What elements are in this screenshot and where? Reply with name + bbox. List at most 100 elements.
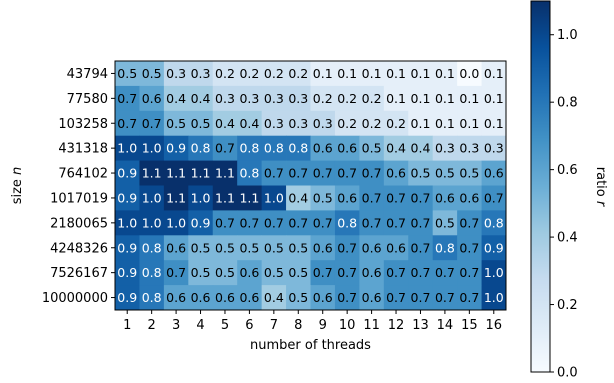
cell-value-label: 0.4 [215,116,235,131]
cell-value-label: 0.8 [288,141,308,156]
cell-value-label: 0.4 [239,116,259,131]
cell-value-label: 0.5 [435,215,455,230]
cell-value-label: 1.1 [191,166,211,181]
cell-value-label: 0.7 [459,265,479,280]
heatmap-cell [163,260,189,286]
cell-value-label: 0.7 [411,190,431,205]
heatmap-cell [359,85,385,112]
heatmap-cell [286,210,311,236]
heatmap-cell [359,210,385,236]
cell-value-label: 0.7 [411,290,431,305]
cell-value-label: 0.7 [239,215,259,230]
cell-value-label: 1.0 [484,290,504,305]
cell-value-label: 0.7 [459,290,479,305]
heatmap-cell [237,135,263,161]
cell-value-label: 0.6 [386,166,406,181]
heatmap-cell [212,185,238,211]
heatmap-cell [286,61,311,87]
heatmap-cell [310,135,336,161]
cell-value-label: 0.1 [386,66,406,81]
heatmap-cell [432,285,458,311]
y-tick-label: 10000000 [42,291,108,306]
heatmap-cell [383,135,409,161]
heatmap-cell [261,135,287,161]
heatmap-cell [457,260,482,286]
heatmap-cell [310,110,336,137]
heatmap-cell [139,110,165,137]
colorbar-ticks: 0.0 0.2 0.4 0.6 0.8 1.0 [550,28,578,381]
heatmap-cell [334,85,360,112]
cell-value-label: 0.7 [411,215,431,230]
heatmap-cell [188,85,214,112]
x-tick-label: 5 [221,318,229,333]
colorbar-tick-label: 0.8 [557,96,578,111]
cell-value-label: 0.2 [362,91,382,106]
heatmap-cell [481,85,507,112]
heatmap-cell [163,110,189,137]
heatmap-cell [432,185,458,211]
cell-value-label: 0.3 [288,91,308,106]
x-tick-label: 14 [437,318,454,333]
cell-value-label: 0.5 [264,240,284,255]
colorbar-tick-label: 0.2 [557,298,578,313]
heatmap-cell [237,110,263,137]
heatmap-cell [334,135,360,161]
cell-value-label: 0.7 [264,166,284,181]
heatmap-cell [408,160,434,186]
heatmap-cell [261,185,287,211]
heatmap-cell [310,61,336,87]
cell-value-label: 0.2 [264,66,284,81]
cell-value-label: 0.2 [215,66,235,81]
cell-value-label: 0.1 [411,66,431,81]
x-tick-label: 16 [486,318,503,333]
cell-value-label: 0.1 [435,66,455,81]
cell-value-label: 0.9 [191,215,211,230]
heatmap-cell [188,61,214,87]
heatmap-cell [188,235,214,261]
heatmap-cell [188,260,214,286]
heatmap-cell [115,85,140,112]
heatmap-cell [359,61,385,87]
cell-value-label: 0.5 [362,141,382,156]
colorbar-tick-label: 0.6 [557,163,578,178]
heatmap-cell [408,85,434,112]
cell-value-label: 0.7 [484,190,504,205]
heatmap-cell [334,235,360,261]
cell-value-label: 0.3 [459,141,479,156]
x-tick-label: 2 [148,318,156,333]
heatmap-cell [383,61,409,87]
x-tick-label: 8 [294,318,302,333]
y-tick-label: 431318 [58,142,108,157]
heatmap-cells [115,61,507,311]
heatmap-cell [359,160,385,186]
heatmap-cell [139,210,165,236]
heatmap-cell [408,285,434,311]
cell-value-label: 0.1 [459,116,479,131]
cell-value-label: 1.0 [142,190,162,205]
heatmap-cell [139,160,165,186]
heatmap-cell [163,235,189,261]
heatmap-cell [432,210,458,236]
heatmap-cell [457,61,482,87]
heatmap-cell [359,185,385,211]
cell-value-label: 0.6 [166,240,186,255]
heatmap-cell [481,185,507,211]
heatmap-cell [286,160,311,186]
cell-value-label: 0.7 [459,215,479,230]
heatmap-cell [237,285,263,311]
cell-value-label: 0.6 [191,290,211,305]
heatmap-cell [408,185,434,211]
cell-value-label: 0.8 [484,215,504,230]
heatmap-cell [115,110,140,137]
cell-value-label: 0.7 [386,215,406,230]
cell-value-label: 0.8 [337,215,357,230]
cell-value-label: 0.1 [411,116,431,131]
colorbar-tick-label: 0.4 [557,231,578,246]
heatmap-cell [334,285,360,311]
heatmap-cell [334,185,360,211]
heatmap-cell [163,61,189,87]
heatmap-cell [432,160,458,186]
heatmap-cell [261,260,287,286]
y-tick-label: 103258 [58,117,108,132]
heatmap-cell [310,160,336,186]
